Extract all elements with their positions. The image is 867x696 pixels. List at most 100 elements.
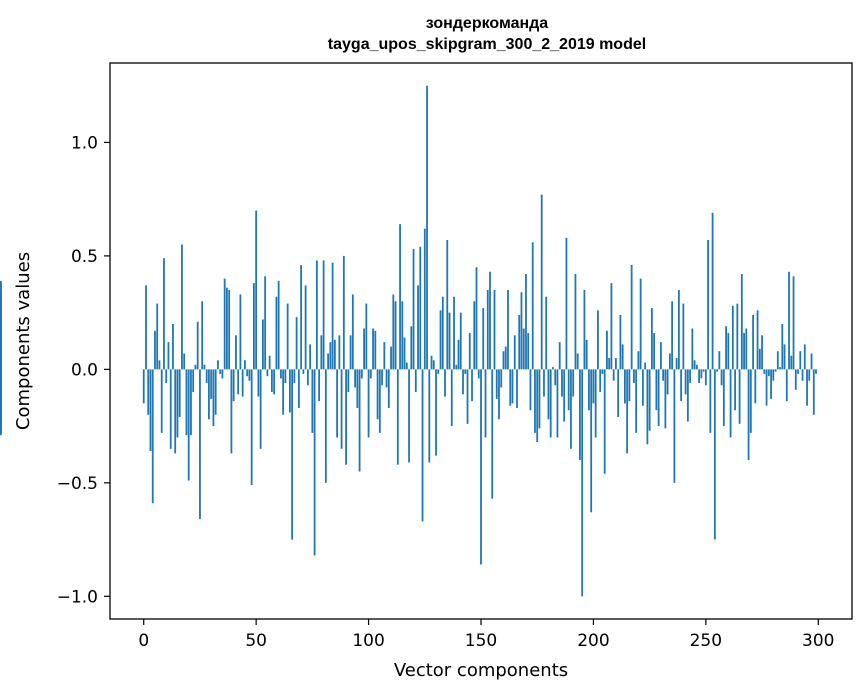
bar — [327, 353, 329, 370]
bar — [691, 328, 694, 370]
bar — [160, 369, 163, 433]
bar — [491, 369, 494, 499]
bar — [480, 369, 482, 565]
y-axis-label: Components values — [13, 252, 34, 430]
bar — [232, 369, 235, 402]
bar — [648, 369, 651, 431]
bar — [707, 240, 709, 370]
bar — [493, 289, 496, 370]
bar — [695, 364, 698, 370]
bar — [552, 367, 554, 370]
bar — [747, 369, 750, 461]
bar — [540, 194, 543, 370]
bar — [758, 348, 761, 370]
bar — [154, 330, 156, 370]
bar — [599, 369, 602, 393]
bar — [561, 369, 563, 397]
bar — [196, 321, 199, 370]
bar — [273, 369, 276, 395]
bar — [617, 369, 620, 418]
x-tick-label: 50 — [245, 631, 267, 651]
bar — [498, 369, 500, 420]
bar — [437, 369, 440, 374]
bar — [767, 369, 770, 377]
bar — [403, 337, 406, 370]
bar — [666, 369, 669, 395]
y-tick-label: −0.5 — [57, 474, 98, 494]
bar — [450, 369, 453, 427]
bar — [275, 296, 278, 370]
bar — [293, 369, 296, 383]
bar — [372, 328, 374, 370]
bar — [579, 369, 581, 461]
bar — [740, 274, 743, 370]
bar — [520, 292, 523, 370]
bar — [369, 369, 372, 379]
bar — [720, 369, 723, 386]
x-tick-label: 250 — [690, 631, 722, 651]
bar — [527, 333, 530, 370]
bar — [351, 294, 354, 370]
bar — [401, 301, 404, 370]
bar — [172, 323, 174, 370]
bar — [664, 369, 667, 429]
bar — [722, 369, 725, 427]
bar — [405, 362, 408, 370]
bar — [745, 328, 748, 370]
bar — [700, 369, 703, 379]
bar — [329, 342, 332, 370]
bar — [693, 360, 696, 370]
bar — [176, 369, 179, 438]
bar — [621, 344, 624, 370]
bar — [529, 369, 532, 411]
bar — [320, 335, 323, 370]
bar — [174, 369, 177, 454]
x-tick-label: 200 — [577, 631, 609, 651]
bar — [300, 264, 303, 370]
bar — [459, 312, 462, 370]
bar — [563, 369, 566, 422]
bar — [772, 369, 775, 381]
bar — [801, 369, 804, 381]
bar — [590, 369, 593, 513]
bar — [185, 369, 188, 436]
bar — [226, 287, 228, 370]
bar — [504, 346, 507, 370]
bar — [394, 301, 397, 370]
bar — [803, 344, 806, 370]
bar — [212, 369, 215, 427]
bar — [246, 369, 249, 377]
bar — [783, 344, 786, 370]
bar — [486, 289, 489, 370]
bar — [412, 249, 415, 370]
bar — [190, 369, 192, 436]
bar — [574, 274, 577, 370]
bar — [475, 267, 478, 370]
bar — [630, 264, 633, 370]
bar — [576, 353, 579, 370]
bar-series — [0, 85, 817, 597]
bar — [477, 369, 480, 379]
bar — [743, 333, 745, 370]
x-tick-label: 300 — [802, 631, 834, 651]
bar — [565, 237, 568, 370]
bar — [641, 369, 644, 406]
bar — [668, 353, 671, 370]
bar — [439, 310, 442, 370]
bar — [680, 369, 683, 402]
bar — [165, 369, 168, 383]
bar — [163, 258, 165, 370]
bar — [511, 369, 514, 404]
bar — [221, 369, 224, 379]
bar — [392, 294, 395, 370]
bar — [297, 369, 300, 408]
bar — [761, 335, 763, 370]
bar — [417, 285, 419, 370]
bar — [208, 369, 210, 420]
bar — [376, 369, 379, 420]
bar — [333, 339, 336, 370]
bar — [367, 369, 370, 438]
bar — [430, 355, 433, 370]
bar — [799, 351, 802, 370]
